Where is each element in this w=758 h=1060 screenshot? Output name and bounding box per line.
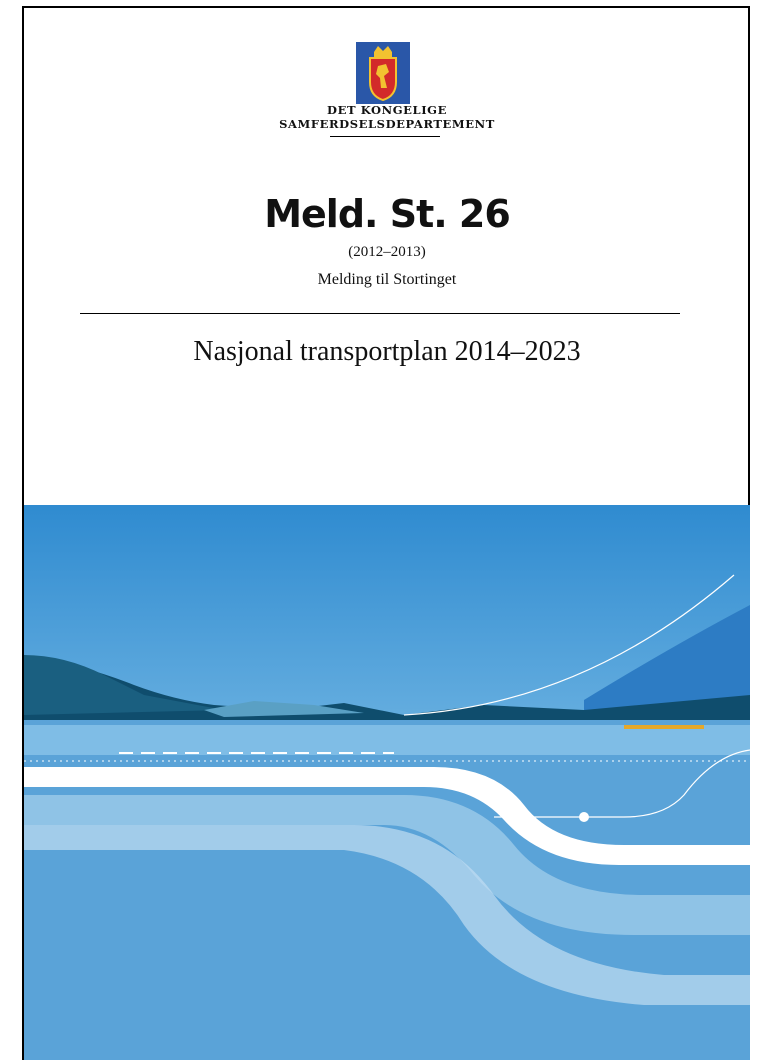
coat-of-arms xyxy=(356,42,410,104)
title-rule xyxy=(80,313,680,314)
report-subtitle: Melding til Stortinget xyxy=(22,271,752,289)
ministry-line: SAMFERDSELSDEPARTEMENT xyxy=(22,117,752,131)
cover-page: DET KONGELIGE SAMFERDSELSDEPARTEMENT Mel… xyxy=(0,0,758,1060)
report-session: (2012–2013) xyxy=(22,244,752,261)
ministry-rule xyxy=(330,136,440,137)
ministry-line: DET KONGELIGE xyxy=(22,103,752,117)
cover-illustration xyxy=(24,505,750,1060)
document-title: Nasjonal transportplan 2014–2023 xyxy=(22,336,752,368)
report-title: Meld. St. 26 xyxy=(22,192,752,236)
